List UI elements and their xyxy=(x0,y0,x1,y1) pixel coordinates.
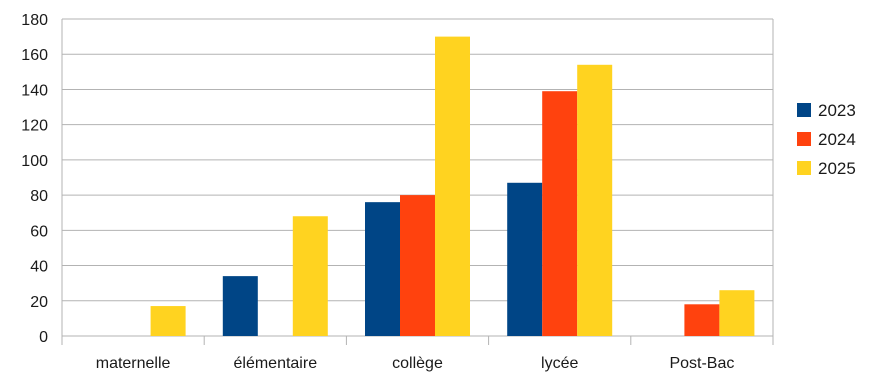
legend-label: 2025 xyxy=(818,159,856,178)
y-axis-ticks: 0 20 40 60 80 100 120 140 160 180 xyxy=(21,12,48,346)
bar-2024 xyxy=(400,195,435,336)
legend-label: 2024 xyxy=(818,130,856,149)
bar-2024 xyxy=(542,91,578,336)
x-category-label: Post-Bac xyxy=(669,355,734,372)
y-tick-label: 0 xyxy=(39,329,48,346)
y-tick-label: 120 xyxy=(21,118,48,135)
bar-2023 xyxy=(365,202,400,336)
bar-2025 xyxy=(292,216,328,336)
legend-swatch-2023 xyxy=(797,103,811,117)
legend-swatch-2025 xyxy=(797,161,811,175)
y-tick-label: 40 xyxy=(30,259,48,276)
x-axis-labels: maternelle élémentaire collège lycée Post-Ba… xyxy=(96,355,735,372)
x-category-label: élémentaire xyxy=(233,355,317,372)
bars xyxy=(150,36,755,337)
bar-2025 xyxy=(577,64,613,337)
y-tick-label: 140 xyxy=(21,82,48,99)
legend-label: 2023 xyxy=(818,101,856,120)
bar-2023 xyxy=(507,182,543,336)
legend: 2023 2024 2025 xyxy=(797,101,856,178)
bar-2025 xyxy=(435,36,470,336)
y-tick-label: 100 xyxy=(21,153,48,170)
x-category-label: lycée xyxy=(541,355,578,372)
y-tick-label: 180 xyxy=(21,12,48,29)
bar-2024 xyxy=(684,304,720,336)
y-tick-label: 160 xyxy=(21,47,48,64)
x-category-label: maternelle xyxy=(96,355,171,372)
axes xyxy=(61,19,774,345)
y-tick-label: 80 xyxy=(30,188,48,205)
x-category-label: collège xyxy=(392,355,443,372)
legend-swatch-2024 xyxy=(797,132,811,146)
y-tick-label: 20 xyxy=(30,294,48,311)
bar-2025 xyxy=(719,290,755,336)
y-tick-label: 60 xyxy=(30,223,48,240)
bar-2025 xyxy=(150,306,186,336)
bar-2023 xyxy=(222,276,258,336)
